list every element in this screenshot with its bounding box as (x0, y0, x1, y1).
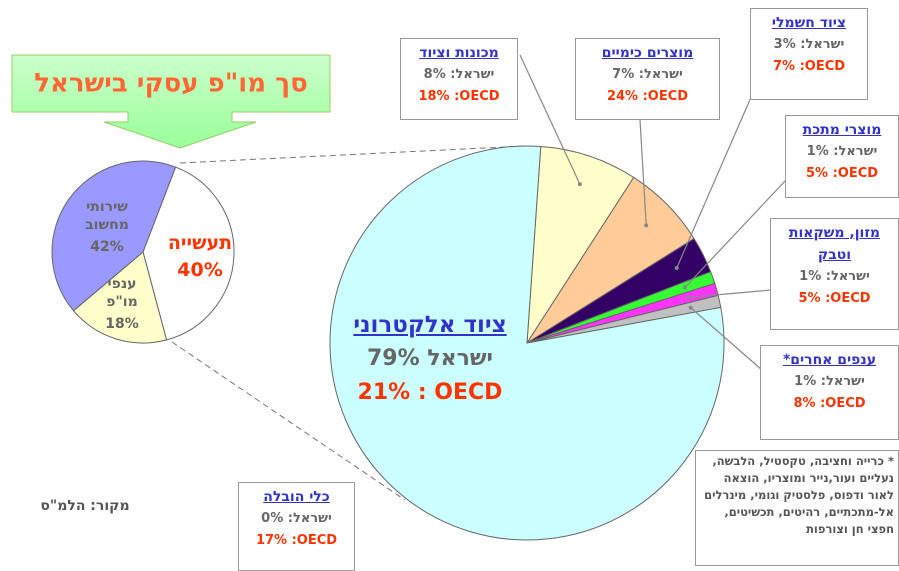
slice-value: 42% (90, 239, 124, 255)
leader-line (676, 94, 753, 269)
leader-tip (686, 295, 691, 300)
slice-label: שירותי מחשוב 42% (72, 198, 142, 256)
leader-line (690, 307, 763, 371)
oecd-value: 5% :OECD (805, 166, 879, 181)
label-box: מזון, משקאות וטבק ישראל: 1% 5% :OECD (770, 218, 899, 330)
slice-value: 18% (105, 316, 139, 332)
pie-slice (329, 145, 725, 541)
title-arrow (11, 54, 331, 149)
israel-value: ישראל 79% (366, 346, 494, 371)
oecd-value: 21% : OECD (357, 380, 503, 405)
label-box: ציוד חשמלי ישראל: 3% 7% :OECD (750, 8, 868, 100)
pie-slice (142, 166, 235, 341)
oecd-value: 18% :OECD (418, 89, 500, 104)
category: מוצרי מתכת (802, 122, 882, 138)
pie-slice (526, 145, 635, 344)
israel-value: ישראל: 1% (794, 374, 865, 389)
slice-name: ענפי מו"פ (106, 276, 138, 310)
label-box: מוצרי מתכת ישראל: 1% 5% :OECD (785, 115, 899, 198)
leader-line (688, 289, 772, 299)
category: כלי הובלה (263, 489, 330, 505)
zoom-line (179, 145, 526, 164)
leader-tip (644, 223, 649, 228)
israel-value: ישראל: 3% (773, 37, 845, 52)
category: ענפים אחרים* (782, 352, 877, 368)
slice-value: 40% (177, 259, 223, 281)
slice-label: תעשייה 40% (150, 232, 250, 282)
leader-tip (674, 266, 679, 271)
leader-tip (688, 305, 693, 310)
oecd-value: 24% :OECD (606, 89, 689, 104)
slice-label: ענפי מו"פ 18% (92, 275, 152, 333)
zoom-line (171, 341, 406, 501)
israel-value: ישראל: 7% (612, 67, 683, 82)
leader-line (684, 179, 787, 288)
category: מזון, משקאות וטבק (788, 225, 881, 263)
category: מכונות וציוד (419, 45, 499, 61)
oecd-value: 5% :OECD (798, 291, 871, 306)
label-box: מוצרים כימיים ישראל: 7% 24% :OECD (575, 38, 720, 120)
center-label: ציוד אלקטרוני ישראל 79% 21% : OECD (330, 308, 530, 410)
leader-tip (577, 182, 582, 187)
category: ציוד חשמלי (771, 15, 847, 31)
pie-slice (51, 160, 177, 312)
slice-name: תעשייה (167, 232, 233, 254)
oecd-value: 7% :OECD (772, 59, 846, 74)
israel-value: ישראל: 8% (423, 67, 495, 82)
label-box: כלי הובלה ישראל: 0% 17% :OECD (238, 482, 355, 571)
leader-line (639, 119, 647, 226)
israel-value: ישראל: 1% (799, 269, 870, 284)
israel-value: ישראל: 0% (261, 511, 332, 526)
israel-value: ישראל: 1% (806, 144, 878, 159)
label-box: ענפים אחרים* ישראל: 1% 8% :OECD (760, 345, 899, 440)
source: מקור: הלמ"ס (40, 498, 129, 514)
category: מוצרים כימיים (601, 45, 694, 61)
category: ציוד אלקטרוני (353, 312, 507, 338)
footnote: * כרייה וחציבה, טקסטיל, הלבשה, נעליים וע… (695, 450, 899, 566)
label-box: מכונות וציוד ישראל: 8% 18% :OECD (400, 38, 518, 120)
slice-name: שירותי מחשוב (85, 199, 129, 233)
pie-slice (72, 251, 168, 344)
leader-tip (682, 285, 687, 290)
leader-line (519, 54, 581, 185)
oecd-value: 17% :OECD (255, 533, 338, 548)
title: סך מו"פ עסקי בישראל (34, 69, 308, 99)
oecd-value: 8% :OECD (793, 396, 866, 411)
